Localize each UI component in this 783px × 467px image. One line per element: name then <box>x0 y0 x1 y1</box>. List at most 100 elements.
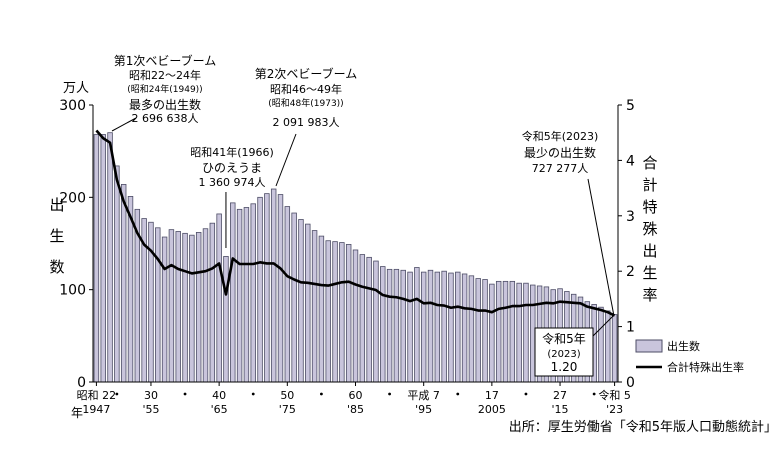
tfr2023-label-line: 令和5年 <box>542 331 586 346</box>
birth-bar-1992 <box>400 269 406 383</box>
birth-bar-1988 <box>373 260 379 383</box>
hinoeuma-label-line: ひのえうま <box>202 161 262 175</box>
birth-bar-1969 <box>243 207 250 383</box>
birth-bar-1963 <box>202 228 209 383</box>
birth-bar-1990 <box>386 268 393 383</box>
x-year-label-1955: '55 <box>142 403 159 416</box>
birth-bar-1972 <box>264 193 270 383</box>
birth-bar-1997 <box>434 271 441 383</box>
x-era-label-1947: 昭和 22 <box>77 389 117 402</box>
left-axis-title-char: 数 <box>49 258 64 276</box>
source-text: 出所：厚生労働省「令和5年版人口動態統計」 <box>509 419 777 435</box>
x-axis-labels: 昭和 22 30 40 50 60 平成 7 17 27 令和 5 1947 '55 '65 '75 '8… <box>71 382 631 420</box>
birth-bar-1964 <box>209 222 216 383</box>
boom1-pointer <box>111 117 137 132</box>
birth-bar-1985 <box>352 249 359 383</box>
tfr2023-label-line: (2023) <box>547 349 580 360</box>
birth-bar-1956 <box>155 227 161 383</box>
birth-bar-2006 <box>495 280 502 383</box>
x-dot-2010 <box>524 392 528 396</box>
x-era-label-2015: 27 <box>553 389 567 402</box>
birth-bar-1959 <box>175 231 181 383</box>
birth-bar-1951 <box>120 184 127 383</box>
x-dot-2000 <box>456 392 460 396</box>
legend-bar-label: 出生数 <box>667 339 700 353</box>
x-year-label-2023: '23 <box>606 403 623 416</box>
birth-bar-1975 <box>284 206 291 383</box>
x-year-label-2005: 2005 <box>478 403 506 416</box>
min2023-label-line: 令和5年(2023) <box>522 129 599 143</box>
boom2-label-line: 昭和46～49年 <box>270 82 342 96</box>
x-dot-1990 <box>388 392 391 396</box>
left-axis-unit: 万人 <box>63 81 89 96</box>
birth-bar-1979 <box>311 230 318 383</box>
x-era-label-1975: 50 <box>280 389 294 402</box>
birth-bar-1994 <box>414 267 420 383</box>
x-year-label-1975: '75 <box>279 403 296 416</box>
birth-bar-1971 <box>257 196 263 383</box>
birth-bar-2003 <box>475 278 481 383</box>
birth-bar-1993 <box>407 271 413 383</box>
tick-labels: 0 100 200 300 0 1 2 3 4 5 <box>59 98 635 391</box>
x-era-label-1955: 30 <box>144 389 158 402</box>
birth-bar-2004 <box>482 279 488 383</box>
birth-bar-1983 <box>339 242 345 383</box>
x-era-label-1965: 40 <box>212 389 226 402</box>
x-dot-1980 <box>320 392 323 396</box>
boom2-label-line: 2 091 983人 <box>273 116 340 129</box>
birth-bar-1999 <box>448 272 454 383</box>
right-axis-title-char: 特 <box>642 198 657 216</box>
legend-line-label: 合計特殊出生率 <box>667 360 744 374</box>
birth-bar-1949 <box>107 132 113 383</box>
boom2-label-line: (昭和48年(1973)) <box>268 97 343 109</box>
birth-bar-1996 <box>427 269 434 383</box>
birth-bar-1974 <box>277 194 284 383</box>
tfr2023-callout-box <box>534 327 594 377</box>
birth-bar-1995 <box>420 271 427 383</box>
boom1-label-line: 2 696 638人 <box>132 112 199 125</box>
legend-bar-swatch <box>635 339 663 353</box>
birth-bar-2000 <box>455 271 461 383</box>
right-axis-title-char: 計 <box>642 176 657 194</box>
birth-bar-1947 <box>93 134 100 383</box>
right-tick-label-1: 1 <box>626 320 635 336</box>
birth-bar-1989 <box>380 266 386 383</box>
birth-bar-2023 <box>611 314 618 383</box>
birth-bar-1955 <box>148 221 154 383</box>
birth-bar-2008 <box>509 280 516 383</box>
boom1-label-line: 昭和22～24年 <box>129 68 201 82</box>
x-dot-1970 <box>251 392 255 396</box>
hinoeuma-label-line: 1 360 974人 <box>199 176 266 189</box>
birth-bar-1950 <box>114 165 120 383</box>
x-dot-1950 <box>115 392 119 396</box>
birth-bar-1952 <box>127 196 134 383</box>
birth-bar-1984 <box>345 244 352 383</box>
tfr-line <box>95 129 616 317</box>
min2023-label-line: 最少の出生数 <box>524 145 596 160</box>
tfr2023-pointer <box>592 315 614 337</box>
min2023-pointer <box>587 178 615 315</box>
right-axis-title-char: 生 <box>642 264 657 282</box>
birth-bar-1961 <box>189 234 195 383</box>
tfr-line-layer <box>95 129 616 317</box>
x-dot-1960 <box>183 392 187 396</box>
right-axis-title-char: 合 <box>642 154 657 172</box>
x-year-label-2015: '15 <box>552 403 569 416</box>
x-dot-2020 <box>592 392 596 396</box>
birth-bar-1973 <box>270 188 277 383</box>
birth-bar-1968 <box>236 208 243 383</box>
birth-bar-2001 <box>461 273 468 383</box>
birth-bar-1962 <box>195 232 202 383</box>
x-era-label-2023: 令和 5 <box>598 388 631 402</box>
x-era-label-2005: 17 <box>485 389 499 402</box>
birth-bar-1998 <box>441 270 447 383</box>
left-tick-label-300: 300 <box>59 98 86 114</box>
birth-bar-1957 <box>161 236 168 383</box>
x-year-label-1965: '65 <box>211 403 228 416</box>
birth-bar-1987 <box>366 256 372 383</box>
birth-bar-1958 <box>168 229 175 383</box>
